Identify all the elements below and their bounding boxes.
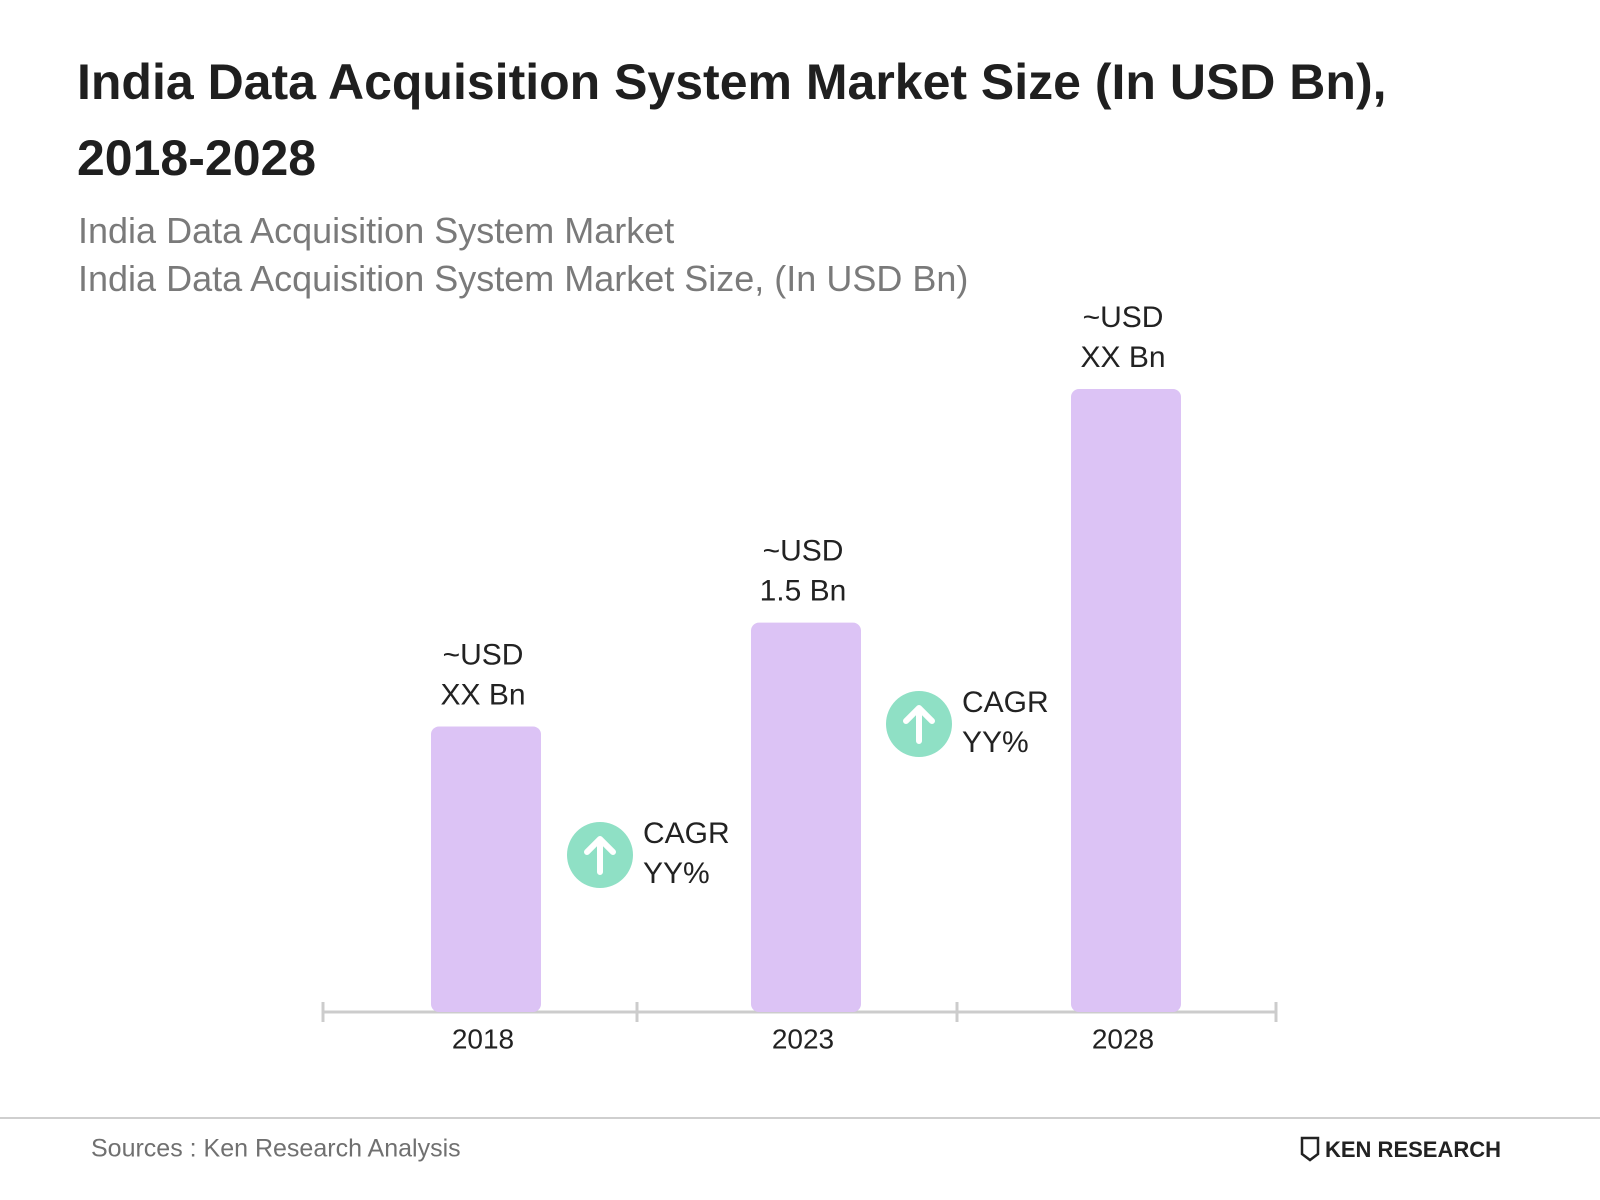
subtitle: India Data Acquisition System Market (78, 210, 675, 251)
data-label: ~USD (1083, 301, 1164, 334)
cagr-text: YY% (643, 857, 710, 890)
data-label: XX Bn (1080, 341, 1165, 374)
cagr-arrow (584, 836, 616, 875)
source: Sources : Ken Research Analysis (91, 1135, 461, 1163)
data-label: 1.5 Bn (760, 575, 847, 608)
data-label: ~USD (443, 638, 524, 671)
cagr-text: YY% (962, 726, 1029, 759)
logo: KEN RESEARCH (1300, 1136, 1501, 1162)
cagr-annotation: CAGR YY% (567, 817, 730, 890)
bar (1071, 389, 1181, 1012)
subtitle: India Data Acquisition System Market Siz… (78, 258, 969, 299)
cagr-annotation: CAGR YY% (886, 686, 1049, 759)
x-tick-label: 2023 (772, 1023, 834, 1054)
bar (751, 622, 861, 1012)
logo-icon (1300, 1136, 1320, 1162)
chart-title: India Data Acquisition System Market Siz… (77, 54, 1387, 186)
cagr-text: CAGR (962, 686, 1049, 719)
bar (431, 726, 541, 1012)
cagr-text: CAGR (643, 817, 730, 850)
data-label: ~USD (763, 535, 844, 568)
cagr-arrow (903, 705, 935, 744)
x-tick-label: 2028 (1092, 1023, 1154, 1054)
logo-text: KEN RESEARCH (1325, 1137, 1501, 1162)
x-tick-label: 2018 (452, 1023, 514, 1054)
data-label: XX Bn (440, 678, 525, 711)
